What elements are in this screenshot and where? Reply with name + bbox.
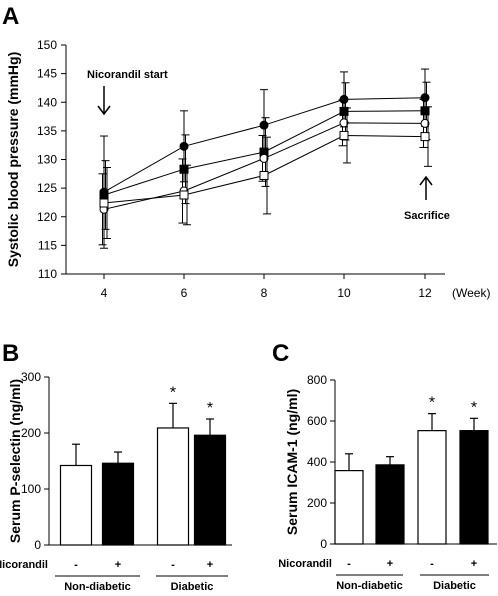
panel-a: A 110 115 120 125 130 135 140 145 150 4 6 8 10 12 (Week… bbox=[2, 3, 490, 300]
data-point bbox=[99, 198, 109, 208]
y-tick-label: 200 bbox=[307, 496, 327, 510]
treatment-label: Nicorandil bbox=[0, 559, 48, 571]
error-bar bbox=[386, 456, 394, 465]
bar bbox=[417, 430, 447, 545]
data-point bbox=[339, 94, 349, 104]
y-tick-label: 100 bbox=[21, 482, 41, 496]
panel-label: A bbox=[2, 3, 19, 30]
y-tick-label: 145 bbox=[37, 67, 57, 81]
arrow-up-icon-head bbox=[419, 175, 433, 186]
y-tick-label: 0 bbox=[320, 537, 327, 551]
y-tick-label: 125 bbox=[37, 181, 57, 195]
panel-label: B bbox=[2, 340, 19, 367]
treatment-sign: + bbox=[471, 558, 477, 570]
panel-c: C 0 200 400 600 800 Serum ICAM-1 (ng/ml) - + * - * +… bbox=[272, 340, 497, 592]
data-point bbox=[179, 190, 189, 200]
significance-marker: * bbox=[471, 399, 477, 416]
treatment-sign: + bbox=[207, 559, 213, 571]
error-bar bbox=[72, 443, 80, 466]
x-tick-label: 6 bbox=[181, 286, 188, 300]
significance-marker: * bbox=[429, 395, 435, 412]
data-point bbox=[259, 120, 269, 130]
y-axis-title: Serum P-selectin (ng/ml) bbox=[7, 379, 23, 543]
y-tick-label: 115 bbox=[38, 238, 57, 252]
data-point bbox=[259, 171, 269, 181]
bar bbox=[375, 464, 405, 545]
bar bbox=[156, 427, 190, 546]
x-axis-unit: (Week) bbox=[452, 286, 490, 300]
treatment-sign: + bbox=[387, 558, 393, 570]
y-tick-label: 110 bbox=[38, 267, 57, 281]
y-tick-label: 200 bbox=[21, 426, 41, 440]
data-point bbox=[339, 106, 349, 116]
x-tick-label: 8 bbox=[261, 286, 268, 300]
y-tick-label: 140 bbox=[37, 95, 57, 109]
group-label: Non-diabetic bbox=[336, 580, 403, 592]
bar bbox=[334, 470, 364, 545]
y-tick-label: 130 bbox=[37, 153, 57, 167]
y-tick-label: 800 bbox=[307, 373, 327, 387]
data-point bbox=[339, 118, 349, 128]
treatment-sign: - bbox=[347, 558, 351, 570]
bar bbox=[459, 430, 489, 545]
annotation-sacrifice: Sacrifice bbox=[404, 210, 450, 222]
error-bar bbox=[206, 418, 214, 436]
x-tick-label: 12 bbox=[418, 286, 432, 300]
x-tick-label: 10 bbox=[337, 286, 351, 300]
error-bar bbox=[470, 417, 478, 431]
treatment-label: Nicorandil bbox=[278, 558, 332, 570]
treatment-sign: - bbox=[74, 559, 78, 571]
data-point bbox=[420, 132, 430, 142]
data-point bbox=[339, 130, 349, 140]
y-tick-label: 135 bbox=[37, 124, 57, 138]
y-tick-label: 400 bbox=[307, 455, 327, 469]
group-label: Diabetic bbox=[171, 581, 214, 593]
y-tick-label: 300 bbox=[21, 370, 41, 384]
y-tick-label: 150 bbox=[37, 38, 57, 52]
bar bbox=[59, 464, 93, 546]
group-label: Non-diabetic bbox=[64, 581, 131, 593]
y-tick-label: 120 bbox=[37, 210, 57, 224]
data-point bbox=[420, 118, 430, 128]
series-open-square bbox=[99, 106, 432, 240]
error-bar bbox=[345, 453, 353, 471]
panel-label: C bbox=[272, 340, 289, 367]
data-point bbox=[420, 93, 430, 103]
error-bar bbox=[428, 413, 436, 431]
error-bar bbox=[169, 402, 177, 428]
bar bbox=[193, 434, 227, 546]
error-bar bbox=[114, 451, 122, 464]
treatment-sign: - bbox=[171, 559, 175, 571]
data-point bbox=[259, 153, 269, 163]
significance-marker: * bbox=[170, 384, 176, 401]
y-tick-label: 0 bbox=[34, 538, 41, 552]
treatment-sign: - bbox=[430, 558, 434, 570]
treatment-sign: + bbox=[115, 559, 121, 571]
group-label: Diabetic bbox=[433, 580, 476, 592]
data-point bbox=[179, 141, 189, 151]
bar bbox=[101, 462, 135, 546]
x-tick-label: 4 bbox=[101, 286, 108, 300]
significance-marker: * bbox=[207, 400, 213, 417]
annotation-nicorandil-start: Nicorandil start bbox=[87, 69, 168, 81]
y-axis-title: Systolic blood pressure (mmHg) bbox=[5, 52, 21, 267]
series-filled-square bbox=[99, 81, 431, 230]
arrow-down-icon-head bbox=[97, 105, 111, 116]
y-tick-label: 600 bbox=[307, 414, 327, 428]
y-axis-title: Serum ICAM-1 (ng/ml) bbox=[284, 389, 300, 535]
